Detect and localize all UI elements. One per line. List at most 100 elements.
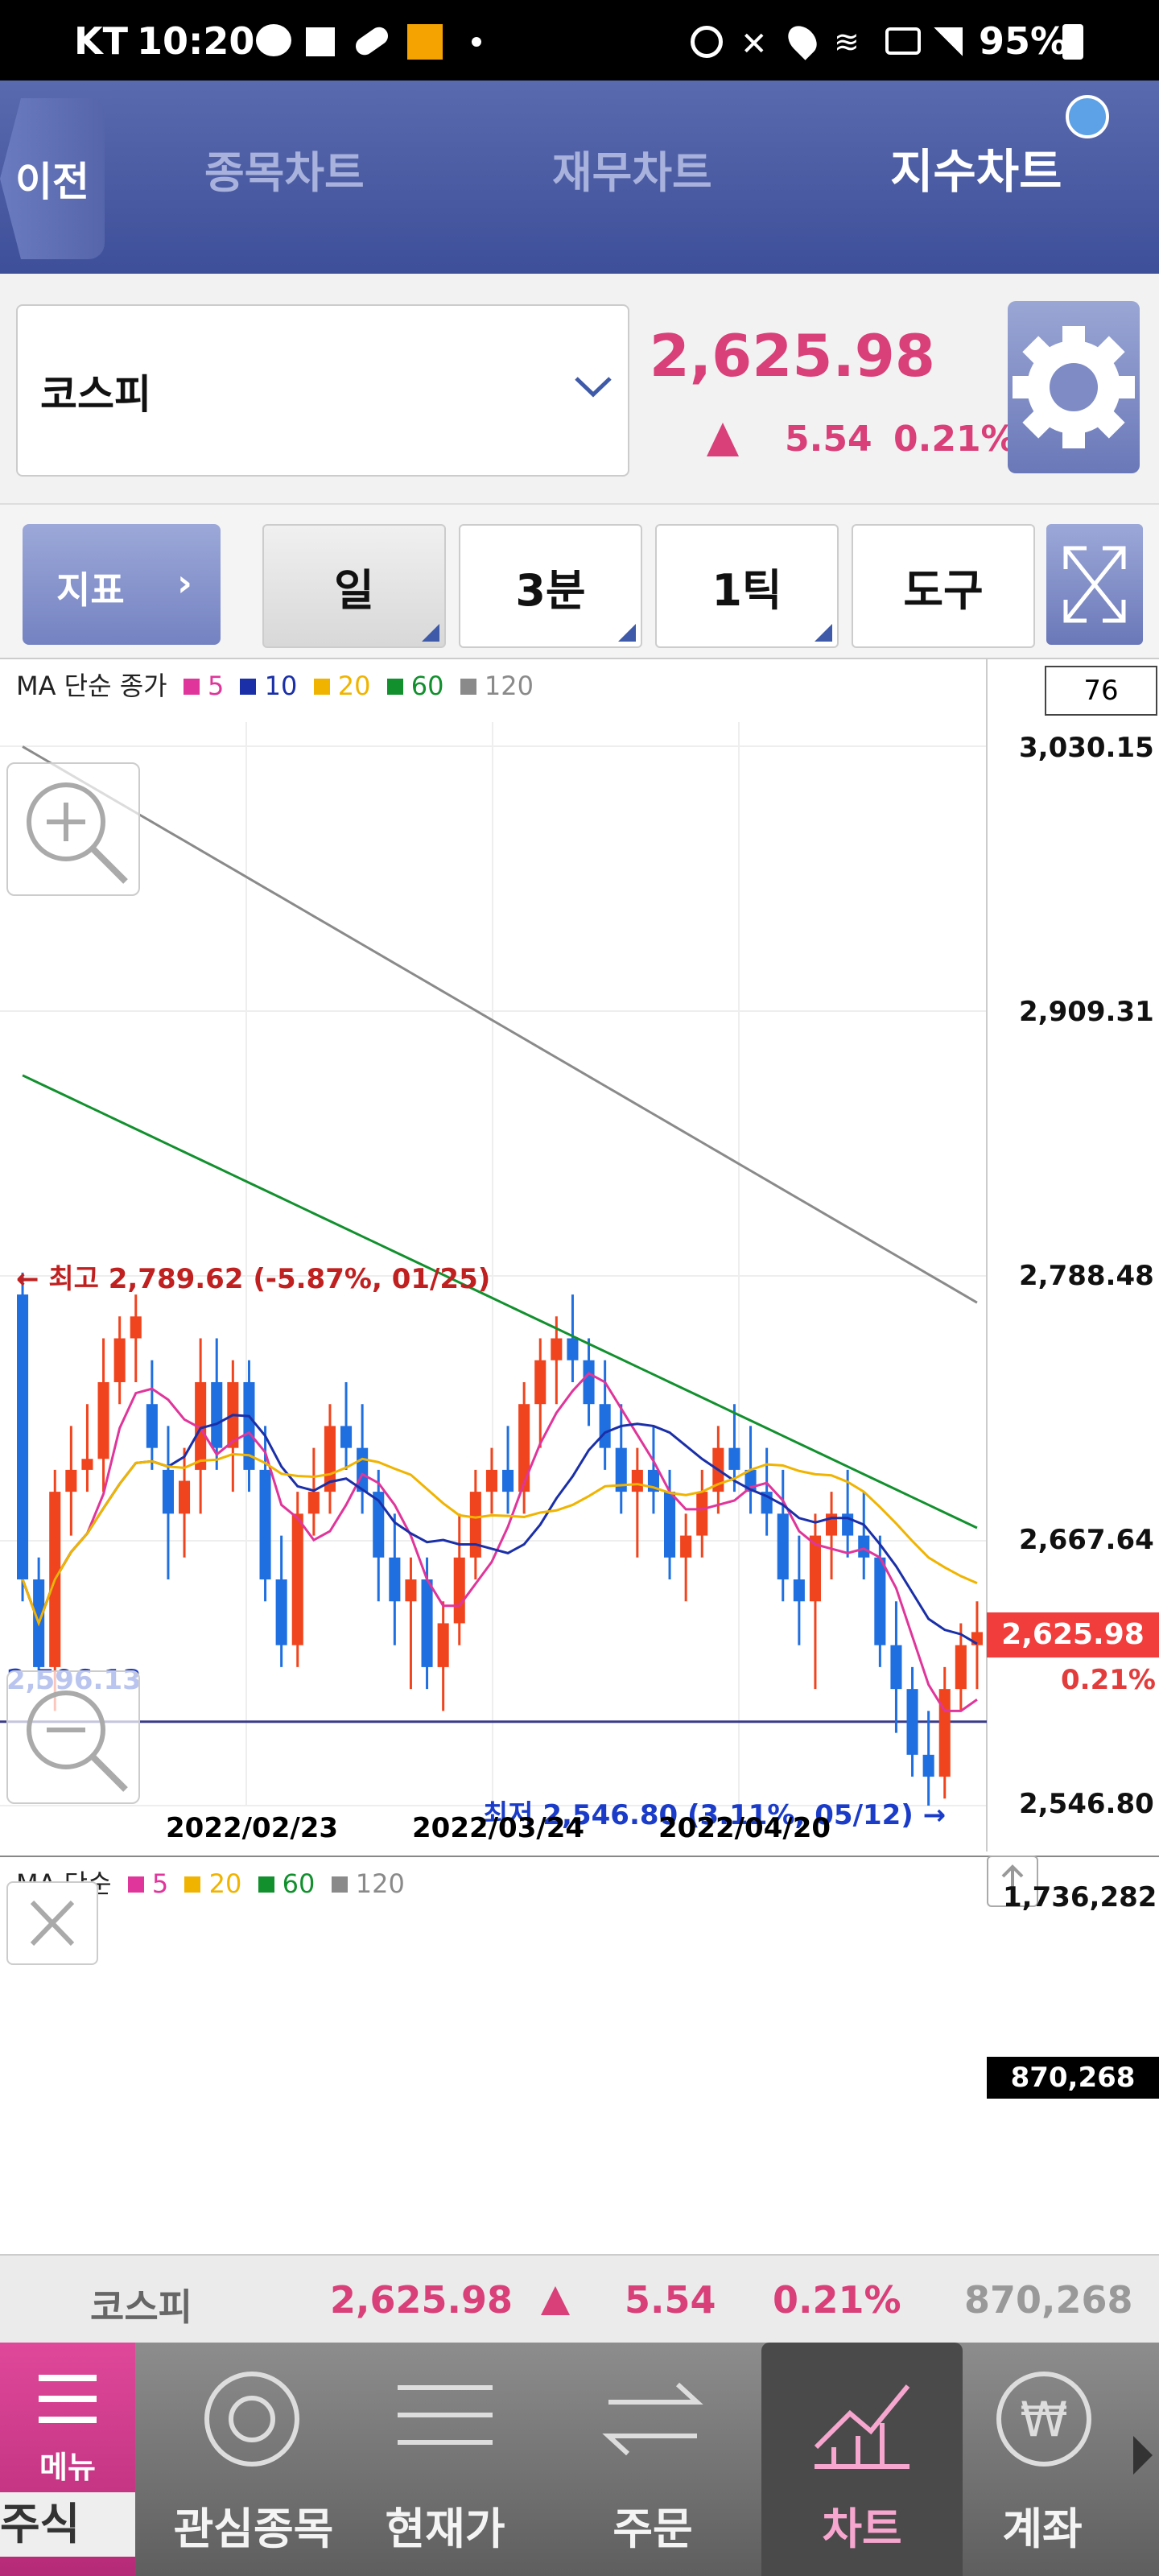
- candle-body: [518, 1404, 530, 1492]
- candle-body: [631, 1469, 643, 1492]
- ticker-change-pct: 0.21%: [773, 2278, 901, 2322]
- back-label: 이전: [15, 159, 89, 205]
- signal-icon: [934, 27, 963, 56]
- close-icon: [30, 1900, 75, 1946]
- period-3min-label: 3분: [515, 564, 586, 616]
- period-1tick-button[interactable]: 1틱: [655, 524, 839, 648]
- price-chart-area[interactable]: MA 단순 종가 5 10 20 60 120 76 3,030.15 2,90…: [0, 658, 1159, 2099]
- arrow-up-icon: [1001, 1864, 1024, 1897]
- candle-body: [179, 1480, 191, 1514]
- zoom-in-icon: [27, 782, 128, 884]
- ma60-line: [22, 1074, 978, 1530]
- candle-body: [534, 1360, 547, 1405]
- nav-more-icon[interactable]: [1130, 2431, 1154, 2479]
- y-tick-label: 2,788.48: [1019, 1260, 1154, 1292]
- candle-body: [809, 1535, 821, 1602]
- candle-body: [130, 1316, 142, 1339]
- candle-body: [469, 1492, 481, 1558]
- expand-button[interactable]: [1046, 524, 1143, 645]
- nav-watchlist-label: 관심종목: [173, 2504, 334, 2554]
- ticker-name: 코스피: [90, 2285, 192, 2329]
- wifi-icon: ≋: [834, 24, 860, 60]
- price-list-icon: [398, 2385, 493, 2445]
- corner-icon: [815, 624, 832, 642]
- tab-financial-chart[interactable]: 재무차트: [552, 147, 712, 198]
- tools-button[interactable]: 도구: [852, 524, 1035, 648]
- period-3min-button[interactable]: 3분: [459, 524, 642, 648]
- nav-watchlist[interactable]: 관심종목: [153, 2343, 354, 2576]
- panel-move-button[interactable]: [987, 1856, 1038, 1907]
- candle-body: [259, 1469, 271, 1580]
- chart-header: 이전 종목차트 재무차트 지수차트: [0, 80, 1159, 274]
- candle-body: [890, 1645, 902, 1690]
- vma120-label: 120: [355, 1868, 405, 1899]
- bottom-nav: 관심종목 현재가 주문 차트 ₩ 계좌: [0, 2343, 1159, 2576]
- low-annotation-text: 최저 2,546.80 (3.11%, 05/12): [483, 1799, 914, 1831]
- clock: 10:20: [137, 19, 255, 63]
- ma5-line: [21, 1372, 978, 1712]
- candle-body: [65, 1469, 77, 1492]
- high-annotation: ← 최고 2,789.62 (-5.87%, 01/25): [16, 1263, 491, 1295]
- ma20-label: 20: [337, 671, 371, 701]
- expand-icon: [1063, 546, 1126, 623]
- hd-icon: [885, 27, 921, 55]
- ma20-swatch: [313, 679, 330, 695]
- candle-body: [583, 1360, 595, 1405]
- ticker-up-icon: [541, 2286, 570, 2315]
- candle-body: [453, 1557, 465, 1624]
- nav-account[interactable]: ₩ 계좌: [958, 2343, 1127, 2576]
- ma-legend: MA 단순 종가 5 10 20 60 120: [16, 666, 534, 703]
- zoom-out-button[interactable]: [6, 1670, 140, 1804]
- candle-body: [858, 1535, 870, 1558]
- corner-icon: [618, 624, 636, 642]
- candle-body: [777, 1513, 789, 1580]
- indicator-button[interactable]: 지표 ›: [23, 524, 221, 645]
- ma60-label: 60: [410, 671, 444, 701]
- nav-order[interactable]: 주문: [552, 2343, 753, 2576]
- refresh-icon[interactable]: [1066, 95, 1109, 138]
- vma120-swatch: [331, 1876, 348, 1893]
- nav-current-price[interactable]: 현재가: [344, 2343, 546, 2576]
- menu-button[interactable]: 메뉴 주식: [0, 2343, 135, 2576]
- ma5-swatch: [183, 679, 200, 695]
- location-icon: [782, 20, 823, 60]
- tab-index-chart[interactable]: 지수차트: [890, 144, 1062, 199]
- tools-label: 도구: [903, 564, 984, 616]
- ma120-label: 120: [484, 671, 534, 701]
- index-name: 코스피: [40, 371, 151, 418]
- status-bar: KT 10:20 ✕ ≋ 95%: [0, 0, 1159, 80]
- candle-body: [567, 1338, 579, 1360]
- ma-legend-prefix: MA 단순 종가: [16, 671, 167, 701]
- index-selector-row: 코스피 2,625.98 5.54 0.21%: [0, 274, 1159, 505]
- back-button[interactable]: 이전: [0, 98, 105, 259]
- period-1tick-label: 1틱: [711, 564, 782, 616]
- index-dropdown[interactable]: 코스피: [16, 304, 629, 477]
- volume-max-label: 1,736,282: [1003, 1881, 1157, 1913]
- settings-button[interactable]: [1008, 301, 1140, 473]
- price-change-pct: 0.21%: [893, 419, 1017, 460]
- up-arrow-icon: [707, 423, 739, 456]
- corner-icon: [422, 624, 439, 642]
- menu-label: 메뉴: [39, 2450, 96, 2485]
- ma20-line: [21, 1452, 978, 1627]
- gear-icon: [1013, 326, 1135, 448]
- zoom-in-button[interactable]: [6, 762, 140, 896]
- ma10-swatch: [240, 679, 257, 695]
- mute-icon: ✕: [740, 26, 768, 63]
- x-tick-label: 2022/03/24: [412, 1812, 585, 1844]
- close-panel-button[interactable]: [6, 1881, 98, 1965]
- candle-count-box[interactable]: 76: [1045, 666, 1157, 716]
- nav-current-price-label: 현재가: [385, 2504, 505, 2554]
- candle-body: [113, 1338, 126, 1382]
- vma20-label: 20: [208, 1868, 242, 1899]
- x-tick-label: 2022/04/20: [658, 1812, 831, 1844]
- chart-icon: [814, 2384, 910, 2469]
- period-day-button[interactable]: 일: [262, 524, 446, 648]
- nav-chart[interactable]: 차트: [761, 2343, 963, 2576]
- battery-percent: 95%: [979, 19, 1068, 63]
- candle-body: [211, 1381, 223, 1448]
- price-chart-svg: [0, 658, 988, 1852]
- candle-body: [373, 1492, 385, 1558]
- tab-stock-chart[interactable]: 종목차트: [204, 147, 365, 198]
- vma20-swatch: [184, 1876, 201, 1893]
